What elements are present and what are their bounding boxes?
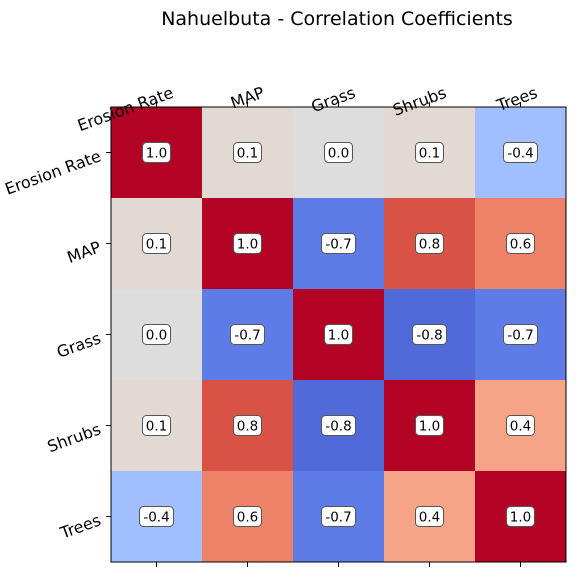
value-label-text: 1.0 (146, 146, 167, 162)
value-label-box (503, 142, 538, 163)
cell-value-label: -0.7 (230, 324, 265, 345)
cell-value-labels: 1.0 0.1 0.0 0.1 -0.4 0.1 1.0 -0.7 0.8 0.6 0.0 -0.7 1… (139, 142, 538, 527)
value-label-text: -0.8 (325, 419, 351, 435)
value-label-text: 0.1 (237, 146, 258, 162)
cell-value-label: 1.0 (142, 142, 171, 163)
cell-value-label: 1.0 (415, 415, 444, 436)
value-label-text: -0.7 (325, 510, 351, 526)
y-tick-label: Shrubs (45, 419, 104, 456)
value-label-text: -0.8 (416, 328, 442, 344)
value-label-text: 1.0 (510, 510, 531, 526)
y-tick-label: Erosion Rate (2, 146, 103, 198)
value-label-box (506, 233, 535, 254)
value-label-text: 1.0 (237, 237, 258, 253)
value-label-text: 0.1 (146, 237, 167, 253)
cell-value-label: 0.8 (233, 415, 262, 436)
value-label-text: -0.4 (507, 146, 533, 162)
value-label-text: 0.6 (237, 510, 258, 526)
value-label-box (415, 142, 444, 163)
cell-value-label: 1.0 (506, 506, 535, 527)
value-label-text: 0.1 (146, 419, 167, 435)
value-label-box (230, 324, 265, 345)
cell-value-label: 0.6 (506, 233, 535, 254)
cell-value-label: 0.1 (142, 233, 171, 254)
value-label-box (415, 233, 444, 254)
value-label-box (233, 506, 262, 527)
value-label-box (503, 324, 538, 345)
cell-value-label: 0.6 (233, 506, 262, 527)
cell-value-label: -0.4 (503, 142, 538, 163)
cell-value-label: 0.8 (415, 233, 444, 254)
value-label-text: 0.0 (146, 328, 167, 344)
cell-value-label: -0.4 (139, 506, 174, 527)
cell-value-label: 0.1 (142, 415, 171, 436)
value-label-box (321, 415, 356, 436)
value-label-box (139, 506, 174, 527)
value-label-box (142, 415, 171, 436)
value-label-text: 1.0 (328, 328, 349, 344)
cell-value-label: 0.0 (142, 324, 171, 345)
value-label-box (415, 415, 444, 436)
value-label-box (321, 233, 356, 254)
value-label-text: -0.7 (234, 328, 260, 344)
value-label-box (233, 233, 262, 254)
value-label-text: -0.4 (143, 510, 169, 526)
value-label-box (415, 506, 444, 527)
y-axis-ticks: Erosion Rate MAP Grass Shrubs Trees (2, 146, 111, 543)
cell-value-label: 0.4 (415, 506, 444, 527)
y-tick-label: MAP (65, 237, 104, 267)
cell-value-label: -0.8 (412, 324, 447, 345)
y-tick-label: Grass (54, 328, 103, 361)
cell-value-label: 0.0 (324, 142, 353, 163)
value-label-box (506, 506, 535, 527)
value-label-text: 0.0 (328, 146, 349, 162)
value-label-box (233, 415, 262, 436)
value-label-text: 0.4 (419, 510, 440, 526)
value-label-text: 1.0 (419, 419, 440, 435)
value-label-text: 0.8 (237, 419, 258, 435)
value-label-text: 0.6 (510, 237, 531, 253)
value-label-box (142, 324, 171, 345)
value-label-box (324, 324, 353, 345)
cell-value-label: 0.4 (506, 415, 535, 436)
value-label-text: 0.4 (510, 419, 531, 435)
cell-value-label: 1.0 (324, 324, 353, 345)
value-label-box (412, 324, 447, 345)
value-label-text: -0.7 (325, 237, 351, 253)
value-label-text: -0.7 (507, 328, 533, 344)
cell-value-label: -0.8 (321, 415, 356, 436)
cell-value-label: -0.7 (321, 233, 356, 254)
value-label-box (233, 142, 262, 163)
value-label-box (142, 233, 171, 254)
value-label-text: 0.8 (419, 237, 440, 253)
y-tick-label: Trees (57, 510, 104, 542)
chart-title: Nahuelbuta - Correlation Coefficients (161, 8, 513, 30)
heatmap-cells (111, 107, 567, 563)
cell-value-label: -0.7 (503, 324, 538, 345)
value-label-box (506, 415, 535, 436)
cell-value-label: -0.7 (321, 506, 356, 527)
value-label-box (142, 142, 171, 163)
value-label-text: 0.1 (419, 146, 440, 162)
value-label-box (324, 142, 353, 163)
value-label-box (321, 506, 356, 527)
cell-value-label: 0.1 (415, 142, 444, 163)
cell-value-label: 1.0 (233, 233, 262, 254)
cell-value-label: 0.1 (233, 142, 262, 163)
